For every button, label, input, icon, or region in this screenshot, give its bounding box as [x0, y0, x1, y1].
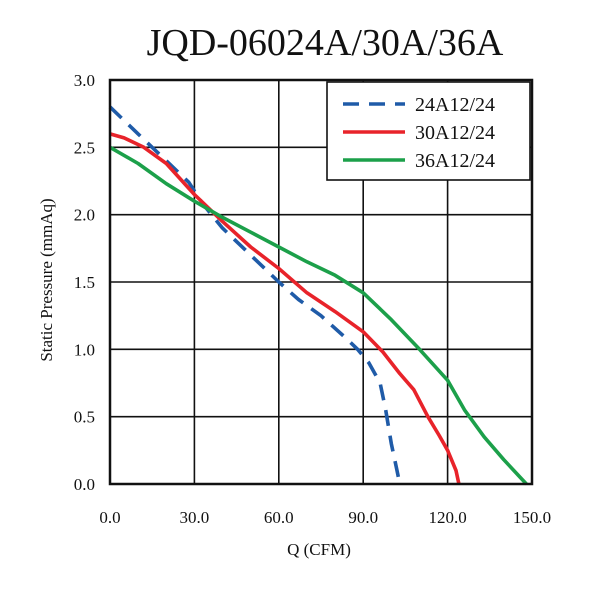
- y-tick-label: 0.0: [74, 475, 95, 494]
- series-lines: [108, 105, 528, 486]
- legend: 24A12/24 30A12/24 36A12/24: [326, 81, 531, 181]
- y-tick-label: 2.5: [74, 138, 95, 157]
- y-tick-label: 2.0: [74, 206, 95, 225]
- legend-label: 36A12/24: [415, 150, 495, 172]
- y-tick-label: 3.0: [74, 71, 95, 90]
- series-line-30a12-24: [109, 132, 461, 485]
- series-line-24a12-24: [108, 105, 402, 485]
- legend-label: 30A12/24: [415, 122, 495, 144]
- x-tick-label: 120.0: [428, 508, 466, 527]
- y-tick-label: 1.5: [74, 273, 95, 292]
- x-tick-label: 150.0: [513, 508, 551, 527]
- x-tick-label: 0.0: [99, 508, 120, 527]
- y-tick-label: 1.0: [74, 340, 95, 359]
- x-axis-label: Q (CFM): [287, 540, 351, 559]
- chart-title: JQD-06024A/30A/36A: [147, 22, 504, 64]
- series-line-36a12-24: [109, 145, 528, 486]
- plot-frame: [108, 78, 534, 486]
- tick-labels: 0.0 30.0 60.0 90.0 120.0 150.0 0.0 0.5 1.0 1.5 2.0…: [74, 71, 551, 527]
- y-tick-label: 0.5: [74, 408, 95, 427]
- legend-label: 24A12/24: [415, 94, 495, 116]
- x-tick-label: 30.0: [180, 508, 210, 527]
- x-tick-label: 90.0: [348, 508, 378, 527]
- y-axis-label: Static Pressure (mmAq): [37, 198, 56, 361]
- x-tick-label: 60.0: [264, 508, 294, 527]
